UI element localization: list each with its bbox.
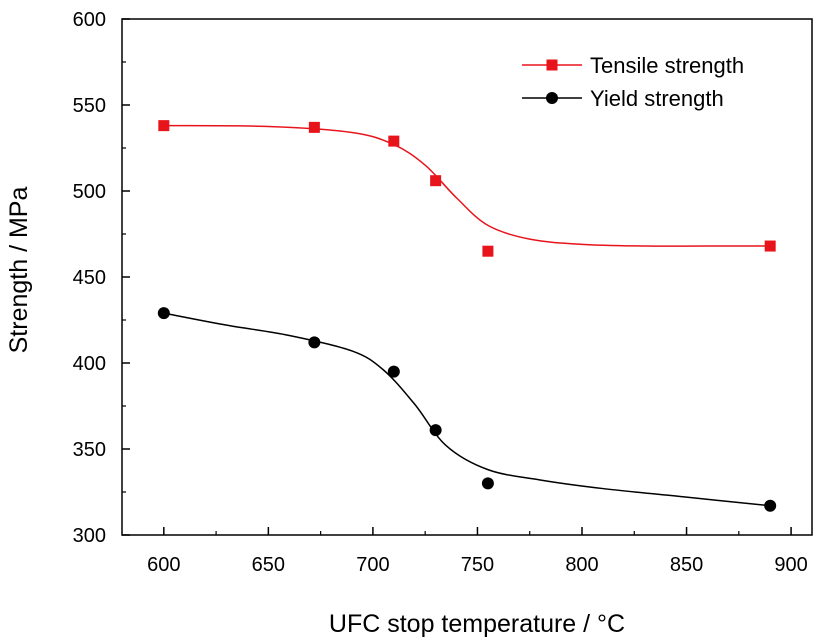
x-tick-label: 900 (774, 554, 807, 576)
series-1 (157, 307, 777, 512)
y-tick-label: 300 (73, 525, 106, 547)
x-tick-label: 650 (252, 554, 285, 576)
legend-marker (546, 92, 558, 104)
legend-label: Yield strength (590, 86, 724, 111)
data-point (482, 245, 494, 257)
data-point (429, 424, 442, 437)
x-tick-label: 800 (565, 554, 598, 576)
series-layer (157, 120, 777, 512)
data-point (764, 499, 777, 512)
data-point (157, 307, 170, 320)
y-tick-label: 500 (73, 181, 106, 203)
data-point (308, 336, 321, 349)
series-0 (158, 120, 776, 257)
y-axis-label: Strength / MPa (5, 187, 33, 354)
legend-label: Tensile strength (590, 53, 744, 78)
data-point (388, 135, 400, 147)
y-tick-label: 400 (73, 353, 106, 375)
data-point (387, 365, 400, 378)
data-point (308, 121, 320, 133)
series-fit-line (163, 312, 771, 507)
series-fit-line (163, 124, 771, 247)
x-tick-label: 750 (461, 554, 494, 576)
legend: Tensile strength Yield strength (522, 53, 744, 111)
x-tick-label: 850 (670, 554, 703, 576)
data-point (764, 240, 776, 252)
x-axis-label: UFC stop temperature / °C (329, 610, 625, 638)
x-tick-label: 600 (147, 554, 180, 576)
y-tick-label: 600 (73, 9, 106, 31)
data-point (158, 120, 170, 132)
data-point (481, 477, 494, 490)
y-tick-label: 450 (73, 267, 106, 289)
axis-ticks: 600 650 700 750 800 850 900 300 350 400 450 500 550 6… (73, 9, 808, 576)
y-tick-label: 550 (73, 95, 106, 117)
x-tick-label: 700 (356, 554, 389, 576)
legend-marker (546, 59, 558, 71)
data-point (430, 175, 442, 187)
y-tick-label: 350 (73, 439, 106, 461)
